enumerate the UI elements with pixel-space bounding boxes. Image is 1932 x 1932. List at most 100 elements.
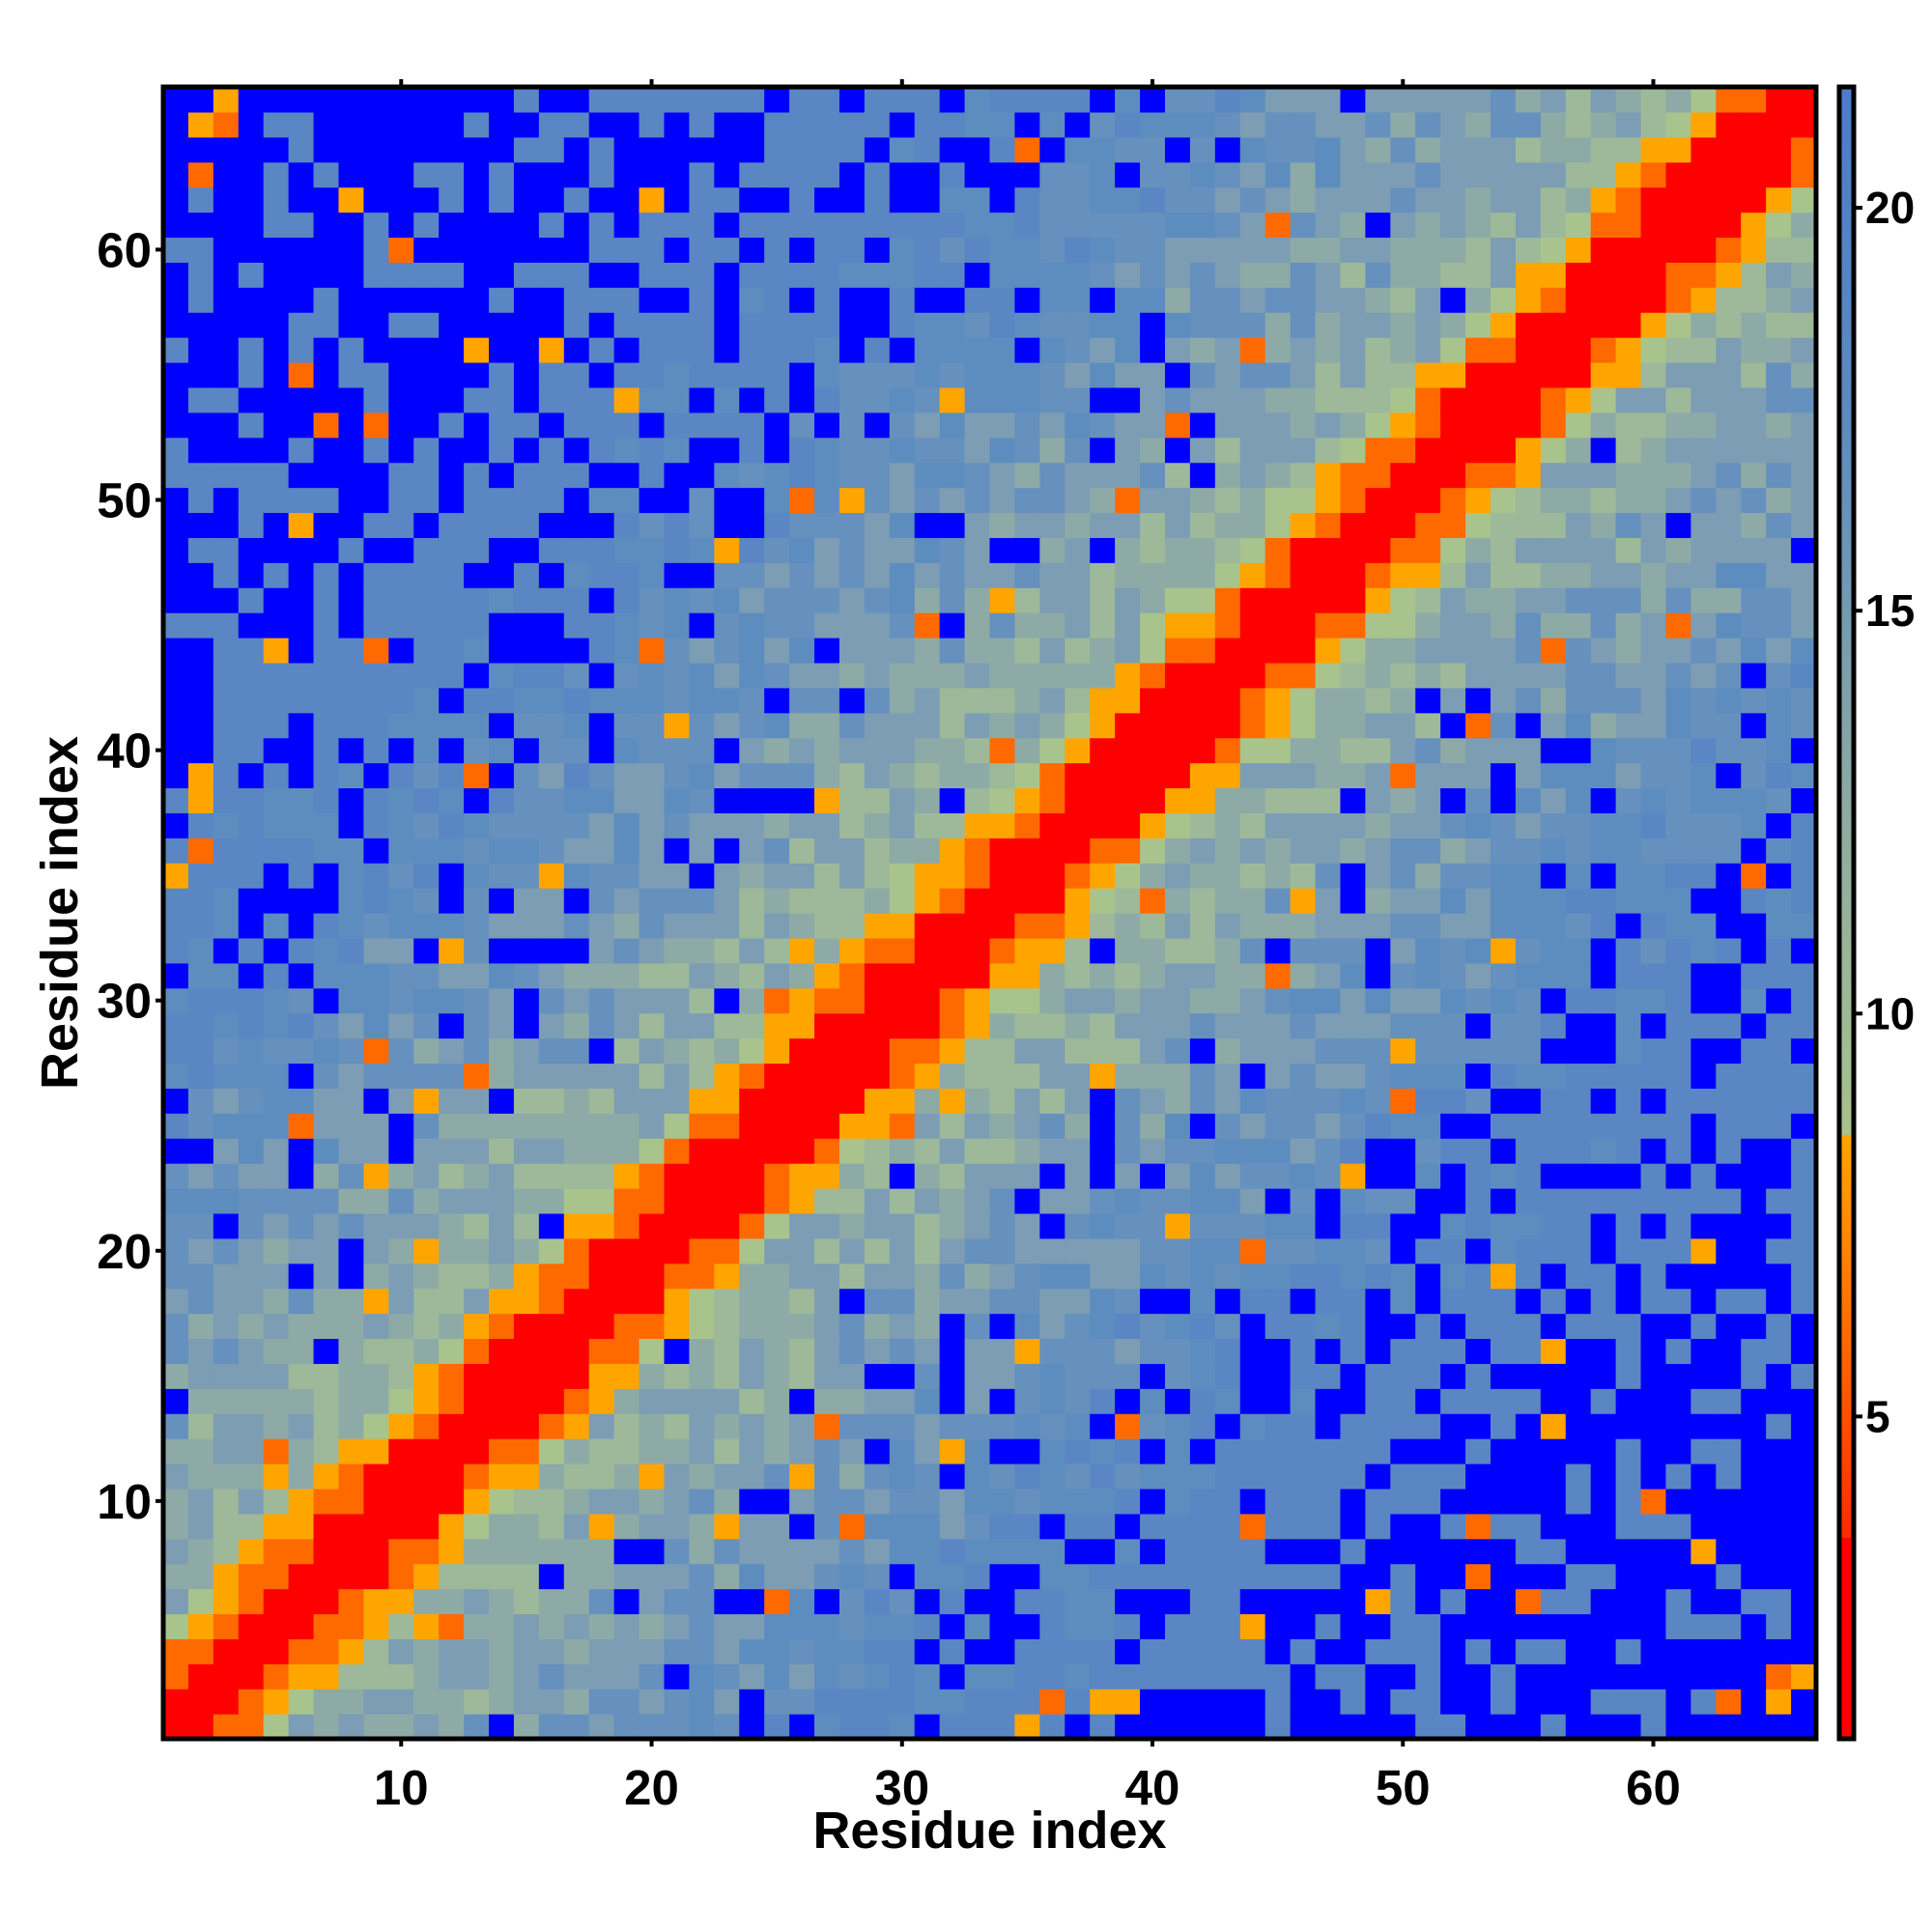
heat-cell: [187, 1138, 214, 1164]
heat-cell: [1741, 762, 1767, 789]
heat-cell: [838, 812, 866, 838]
heat-cell: [964, 1563, 991, 1590]
heat-cell: [664, 237, 690, 263]
heat-cell: [563, 1463, 590, 1490]
heat-cell: [889, 537, 916, 563]
heat-cell: [464, 1563, 490, 1590]
heat-cell: [639, 1363, 666, 1389]
heat-cell: [939, 262, 966, 288]
heat-cell: [1264, 412, 1292, 439]
heat-cell: [1465, 537, 1492, 563]
heat-cell: [187, 937, 214, 964]
heat-cell: [1365, 1714, 1391, 1740]
heat-cell: [1189, 737, 1216, 764]
heat-cell: [263, 1438, 290, 1464]
heat-cell: [764, 587, 790, 613]
heat-cell: [363, 1263, 389, 1290]
heat-cell: [1239, 1689, 1266, 1715]
heat-cell: [1791, 537, 1817, 563]
heat-cell: [1440, 337, 1466, 363]
heat-cell: [764, 212, 790, 239]
heat-cell: [1214, 1338, 1241, 1364]
heat-cell: [1791, 87, 1817, 113]
heat-cell: [1615, 386, 1642, 413]
heat-cell: [1716, 537, 1742, 563]
heat-cell: [1590, 437, 1617, 464]
heat-cell: [1540, 1012, 1567, 1039]
heat-cell: [1791, 1538, 1817, 1565]
heat-cell: [764, 312, 790, 338]
heat-cell: [1440, 1088, 1466, 1114]
heat-cell: [563, 1263, 590, 1290]
heat-cell: [238, 1689, 265, 1715]
heat-cell: [489, 312, 515, 338]
heat-cell: [814, 587, 840, 613]
heat-cell: [1741, 987, 1767, 1014]
heat-cell: [1164, 838, 1191, 864]
heat-cell: [1791, 1588, 1817, 1615]
heat-cell: [538, 287, 565, 313]
heat-cell: [1665, 1488, 1691, 1515]
heat-cell: [939, 537, 966, 563]
heat-cell: [1741, 287, 1767, 313]
heat-cell: [238, 888, 265, 914]
heat-cell: [588, 1088, 615, 1114]
heat-cell: [388, 1413, 414, 1439]
heat-cell: [1791, 337, 1817, 363]
heat-cell: [864, 662, 891, 689]
heat-cell: [1090, 737, 1116, 764]
heat-cell: [163, 186, 189, 213]
heat-cell: [1115, 1714, 1141, 1740]
heat-cell: [1741, 1063, 1767, 1089]
heat-cell: [1090, 1438, 1116, 1464]
heat-cell: [187, 537, 214, 563]
heat-cell: [838, 287, 866, 313]
heat-cell: [1290, 1037, 1317, 1065]
heat-cell: [163, 1438, 189, 1464]
heat-cell: [664, 787, 690, 813]
heat-cell: [1315, 1613, 1342, 1639]
heat-cell: [838, 87, 866, 113]
heat-cell: [964, 1663, 991, 1690]
heat-cell: [338, 111, 364, 138]
heat-cell: [1340, 186, 1366, 213]
heat-cell: [814, 1438, 840, 1464]
heat-cell: [213, 1413, 240, 1439]
heat-cell: [764, 1689, 790, 1715]
heat-cell: [864, 312, 891, 338]
heat-cell: [889, 1563, 916, 1590]
heat-cell: [1640, 888, 1667, 914]
heat-cell: [989, 1138, 1016, 1164]
heat-cell: [814, 913, 840, 939]
heat-cell: [1615, 1689, 1642, 1715]
heat-cell: [413, 212, 440, 239]
heat-cell: [464, 412, 490, 439]
heat-cell: [1065, 386, 1091, 413]
heat-cell: [1615, 1388, 1642, 1414]
heat-cell: [1565, 1012, 1592, 1039]
heat-cell: [964, 1037, 991, 1065]
heat-cell: [187, 638, 214, 664]
heat-cell: [1766, 1689, 1792, 1715]
heat-cell: [664, 312, 690, 338]
heat-cell: [1415, 87, 1441, 113]
heat-cell: [1239, 888, 1266, 914]
heat-cell: [288, 1538, 315, 1565]
heat-cell: [1465, 1388, 1492, 1414]
heat-cell: [388, 1237, 414, 1264]
heat-cell: [764, 1388, 790, 1414]
heat-cell: [1490, 863, 1517, 889]
heat-cell: [1164, 1263, 1191, 1290]
heat-cell: [413, 462, 440, 489]
heat-cell: [1515, 1488, 1542, 1515]
heat-cell: [1039, 312, 1065, 338]
heat-cell: [838, 1714, 866, 1740]
heat-cell: [288, 386, 315, 413]
heat-cell: [1365, 1088, 1391, 1114]
heat-cell: [1565, 838, 1592, 864]
heat-cell: [1565, 1212, 1592, 1239]
heat-cell: [1189, 487, 1216, 514]
heat-cell: [563, 1488, 590, 1515]
heat-cell: [838, 1689, 866, 1715]
heat-cell: [838, 863, 866, 889]
